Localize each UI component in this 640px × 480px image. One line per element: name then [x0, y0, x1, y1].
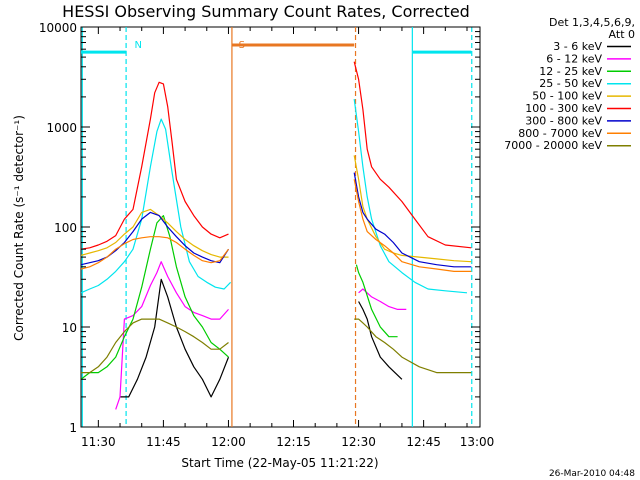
x-tick-label-0: 11:30 [81, 435, 116, 449]
series-line-7000-20000-keV-seg2 [354, 318, 472, 374]
series-line-3-6-keV-seg2 [358, 301, 403, 380]
legend-label-8: 7000 - 20000 keV [504, 139, 602, 152]
x-tick-label-6: 13:00 [460, 435, 495, 449]
legend-label-5: 100 - 300 keV [525, 102, 602, 115]
series-line-12-25-keV-seg2 [355, 264, 398, 338]
series-line-6-12-keV-seg2 [358, 288, 407, 310]
series-line-25-50-keV-seg1 [81, 118, 232, 294]
y-tick-label-1: 10 [62, 321, 77, 335]
timestamp-footer: 26-Mar-2010 04:48 [549, 469, 635, 479]
legend-label-7: 800 - 7000 keV [518, 127, 602, 140]
series-line-25-50-keV-seg2 [353, 99, 468, 294]
x-axis-label: Start Time (22-May-05 11:21:22) [181, 456, 378, 470]
annotation-n: N [135, 40, 142, 51]
series-line-50-100-keV-seg1 [81, 208, 229, 258]
legend-header-line-1: Det 1,3,4,5,6,9, [549, 16, 635, 29]
chart-title: HESSI Observing Summary Count Rates, Cor… [62, 2, 470, 21]
series-line-12-25-keV-seg1 [81, 215, 229, 380]
series-line-300-800-keV-seg1 [81, 211, 230, 266]
annotation-s: S [239, 40, 245, 51]
legend-header-line-2: Att 0 [609, 28, 635, 41]
legend-label-4: 50 - 100 keV [532, 90, 602, 103]
legend-label-3: 25 - 50 keV [539, 77, 602, 90]
y-tick-label-4: 10000 [39, 21, 77, 35]
legend-label-2: 12 - 25 keV [539, 65, 602, 78]
y-tick-label-3: 1000 [46, 121, 77, 135]
x-tick-label-5: 12:45 [406, 435, 441, 449]
y-tick-label-0: 1 [69, 421, 77, 435]
plot-content [81, 27, 473, 427]
x-tick-label-1: 11:45 [146, 435, 181, 449]
series-line-100-300-keV-seg2 [353, 61, 472, 249]
y-axis-label: Corrected Count Rate (s⁻¹ detector⁻¹) [12, 115, 26, 341]
series-line-800-7000-keV-seg2 [353, 179, 472, 272]
y-tick-label-2: 100 [54, 221, 77, 235]
legend-label-0: 3 - 6 keV [553, 40, 602, 53]
x-tick-label-2: 12:00 [211, 435, 246, 449]
series-line-100-300-keV-seg1 [81, 81, 229, 250]
x-tick-label-4: 12:30 [341, 435, 376, 449]
y-axis: 1 10 100 1000 10000 [39, 21, 480, 435]
legend-label-6: 300 - 800 keV [525, 114, 602, 127]
legend-label-1: 6 - 12 keV [546, 52, 602, 65]
series-line-800-7000-keV-seg1 [81, 236, 229, 270]
series-line-7000-20000-keV-seg1 [81, 318, 229, 374]
series-line-6-12-keV-seg1 [115, 261, 229, 410]
series-line-300-800-keV-seg2 [353, 172, 472, 268]
series-line-50-100-keV-seg2 [353, 155, 472, 263]
x-tick-label-3: 12:15 [276, 435, 311, 449]
x-axis: 11:30 11:45 12:00 12:15 12:30 12:45 13:00 [81, 27, 494, 449]
series-line-3-6-keV-seg1 [120, 278, 230, 398]
